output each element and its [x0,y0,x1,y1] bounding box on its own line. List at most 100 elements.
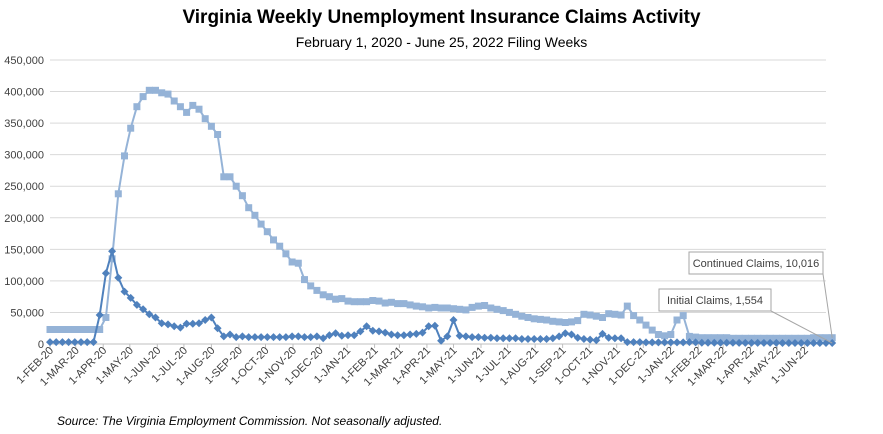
data-point [704,334,712,342]
x-axis-tick-labels: 1-FEB-201-MAR-201-APR-201-MAY-201-JUN-20… [14,345,810,389]
data-point [425,304,433,312]
data-point [294,259,302,267]
data-point [195,319,203,328]
continued-claims-callout: Continued Claims, 10,016 [688,251,833,338]
data-point [89,338,98,347]
data-point [263,333,272,342]
data-point [468,333,477,342]
data-point [486,333,495,342]
data-point [723,334,731,342]
data-point [312,332,321,341]
data-point [375,327,383,336]
callout-box [688,251,824,275]
data-point [611,310,619,318]
data-point [430,321,439,330]
data-point [592,336,601,345]
data-point [188,319,197,328]
data-point [456,305,464,313]
data-point [418,328,427,337]
data-point [548,334,557,343]
data-point [604,333,613,342]
data-point [368,326,377,335]
data-point [549,317,557,325]
data-point [412,302,420,310]
callout-box [658,288,772,312]
data-point [412,329,421,338]
callout-label: Initial Claims, 1,554 [667,295,763,307]
data-point [580,310,588,318]
data-point [803,334,811,342]
data-point [754,334,762,342]
data-point [698,334,706,342]
data-point [629,338,638,347]
callout-label: Continued Claims, 10,016 [693,258,820,270]
data-point [766,338,775,347]
data-point [164,320,172,329]
y-tick-label: 300,000 [4,150,44,162]
data-point [170,97,178,105]
data-point [697,338,706,347]
data-point [46,338,54,347]
data-point [635,338,644,347]
data-point [630,312,638,320]
data-point [753,338,762,347]
data-point [207,313,216,322]
data-point [741,338,750,347]
data-point [710,334,718,342]
data-point [717,334,724,342]
data-point [610,334,619,343]
data-point [276,242,284,250]
data-point [797,334,805,342]
data-point [760,334,768,342]
data-point [58,338,67,347]
data-point [207,122,215,130]
data-point [505,334,514,343]
data-point [679,312,687,320]
data-point [592,312,600,320]
data-point [238,192,246,200]
data-point [480,333,489,342]
data-point [399,331,408,340]
data-point [238,332,247,341]
data-point [728,338,737,347]
data-point [487,304,495,312]
data-point [362,322,371,331]
data-point [127,124,135,132]
data-point [83,338,92,347]
data-point [102,314,110,321]
data-point [145,86,153,94]
data-point [270,236,277,244]
data-point [791,334,799,342]
data-point [828,334,836,342]
data-point [381,299,389,307]
data-point [281,333,290,342]
data-point [468,303,476,311]
data-point [530,335,539,343]
chart-title: Virginia Weekly Unemployment Insurance C… [182,7,701,28]
data-point [499,334,508,343]
data-point [579,335,588,343]
data-point [282,250,290,258]
data-point [474,302,482,310]
data-point [257,220,265,228]
data-point [319,334,328,343]
data-point [636,316,644,324]
data-point [722,338,731,347]
data-point [350,331,359,340]
data-point [313,286,321,294]
continued-claims-series [46,86,836,342]
data-point [605,310,613,318]
data-point [133,103,141,111]
series-group [46,86,837,347]
y-tick-label: 0 [38,339,44,351]
data-point [419,303,426,311]
data-point [648,338,657,347]
data-point [325,293,333,301]
data-point [394,300,402,308]
data-point [158,89,166,97]
data-point [766,334,774,342]
data-point [400,300,408,308]
source-note: Source: The Virginia Employment Commissi… [57,414,443,428]
data-point [666,338,675,347]
data-point [275,333,284,342]
